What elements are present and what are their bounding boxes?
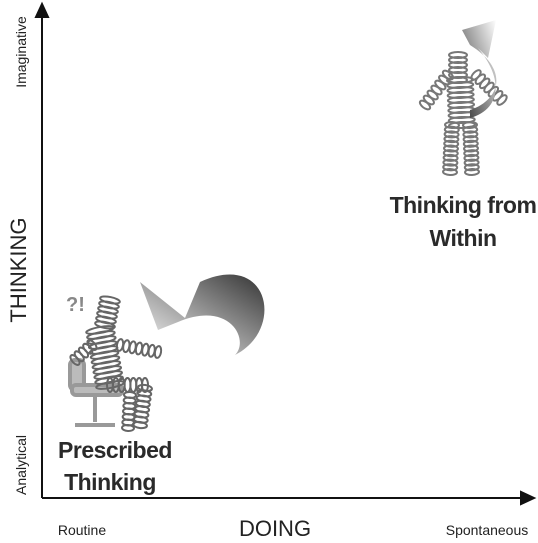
y-axis-title: THINKING [6, 217, 31, 322]
question-mark: ?! [66, 294, 85, 316]
coil [443, 169, 457, 176]
coil [496, 94, 509, 107]
quadrant-label: Within [429, 225, 496, 251]
curved-arrow [140, 275, 264, 355]
y-bottom-label: Analytical [13, 435, 29, 495]
coil [465, 169, 479, 176]
x-right-label: Spontaneous [446, 522, 529, 538]
coil [418, 99, 431, 111]
axes [36, 4, 534, 504]
x-arrow [521, 492, 534, 504]
coil [122, 425, 134, 432]
x-axis-title: DOING [239, 516, 311, 541]
x-left-label: Routine [58, 522, 106, 538]
y-top-label: Imaginative [13, 16, 29, 88]
coil [96, 315, 117, 325]
y-arrow [36, 4, 48, 17]
coil [100, 295, 121, 305]
spring-figure-top [418, 52, 508, 175]
quadrant-label: Thinking [64, 469, 156, 495]
coil [99, 300, 120, 310]
quadrant-label: Prescribed [58, 437, 172, 463]
coil [98, 305, 119, 315]
diagram: Imaginative Analytical THINKING Routine … [0, 0, 538, 543]
coil [97, 310, 118, 320]
quadrant-label: Thinking from [390, 192, 537, 218]
